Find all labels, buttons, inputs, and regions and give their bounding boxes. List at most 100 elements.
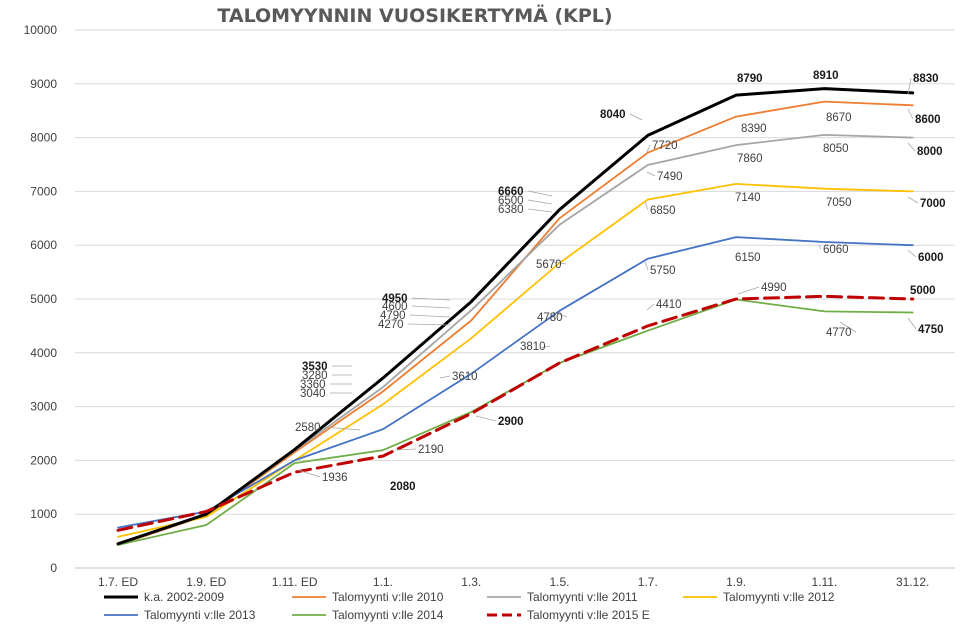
data-label: 8390: [741, 123, 767, 135]
legend: k.a. 2002-2009 Talomyynti v:lle 2010 Talom…: [104, 590, 835, 622]
legend-item-4: Talomyynti v:lle 2013: [104, 608, 256, 622]
data-label: 3810: [520, 341, 546, 353]
data-label: 8600: [915, 114, 941, 126]
data-label: 8000: [917, 146, 943, 158]
y-tick-label: 0: [50, 561, 57, 575]
data-label: 2580: [295, 422, 321, 434]
data-label: 7860: [737, 153, 763, 165]
data-label: 6060: [823, 244, 849, 256]
data-label-leader: [324, 426, 361, 431]
data-label-leader: [907, 196, 919, 204]
data-label: 6660: [498, 186, 524, 198]
x-tick-label: 1.1.: [373, 575, 393, 589]
data-label: 6000: [918, 252, 944, 264]
legend-label: Talomyynti v:lle 2010: [332, 590, 444, 604]
y-tick-label: 8000: [30, 131, 57, 145]
x-tick-label: 1.5.: [549, 575, 569, 589]
data-label-leader: [475, 415, 497, 422]
legend-label: Talomyynti v:lle 2012: [723, 590, 835, 604]
data-label-leader: [439, 375, 451, 379]
data-label-leader: [527, 199, 553, 205]
data-label-leader: [394, 448, 417, 451]
data-label-leader: [646, 171, 656, 177]
data-label: 4750: [918, 324, 944, 336]
data-label: 7140: [735, 192, 761, 204]
data-label: 6500: [498, 195, 524, 207]
data-label: 7720: [652, 140, 678, 152]
data-label-leader: [297, 469, 321, 478]
y-tick-label: 6000: [30, 238, 57, 252]
data-label: 7490: [657, 171, 683, 183]
data-label-leader: [644, 201, 649, 211]
legend-label: k.a. 2002-2009: [144, 590, 224, 604]
data-label: 5000: [910, 285, 936, 297]
series-line-6: [116, 294, 915, 532]
data-label-leader: [737, 286, 760, 295]
x-tick-label: 1.9.: [726, 575, 746, 589]
data-label: 6150: [735, 252, 761, 264]
data-label: 8910: [813, 70, 839, 82]
data-label: 4270: [378, 319, 404, 331]
data-label-leader: [552, 261, 567, 265]
data-label-leader: [644, 261, 649, 271]
y-tick-label: 2000: [30, 453, 57, 467]
data-label-leader: [907, 108, 914, 120]
grid-lines: [75, 29, 955, 515]
data-label: 6850: [650, 205, 676, 217]
data-label-leader: [907, 249, 917, 258]
data-label: 4950: [382, 293, 408, 305]
data-label-leader: [629, 113, 643, 121]
data-label: 6380: [498, 204, 524, 216]
legend-item-2: Talomyynti v:lle 2011: [487, 590, 638, 604]
series-line-4: [117, 236, 914, 529]
data-label-leader: [907, 77, 912, 95]
y-tick-label: 7000: [30, 184, 57, 198]
data-label: 4790: [380, 310, 406, 322]
data-label: 3040: [300, 388, 326, 400]
series-lines: [116, 87, 915, 546]
data-label-leader: [527, 208, 553, 213]
x-tick-label: 1.7.: [638, 575, 658, 589]
data-label: 2900: [498, 416, 524, 428]
y-tick-label: 10000: [24, 23, 58, 37]
data-label-leader: [527, 190, 553, 197]
data-label: 2080: [390, 481, 416, 493]
data-label-leader: [409, 314, 451, 318]
data-label-leader: [907, 142, 916, 152]
data-label: 8670: [826, 112, 852, 124]
legend-item-6: Talomyynti v:lle 2015 E: [487, 608, 650, 622]
data-label: 4990: [761, 282, 787, 294]
data-label: 4770: [826, 327, 852, 339]
x-tick-label: 1.3.: [461, 575, 481, 589]
data-label: 3360: [300, 379, 326, 391]
data-label-leader: [539, 345, 551, 349]
data-label: 4410: [656, 299, 682, 311]
legend-item-1: Talomyynti v:lle 2010: [292, 590, 444, 604]
data-label-leader: [818, 244, 822, 250]
legend-item-5: Talomyynti v:lle 2014: [292, 608, 444, 622]
axes: 0 1000 2000 3000 4000 5000 6000 7000 8000 9000 100…: [24, 23, 955, 589]
legend-item-0: k.a. 2002-2009: [104, 590, 224, 604]
x-tick-label: 1.9. ED: [186, 575, 226, 589]
data-label: 8040: [600, 109, 626, 121]
data-label-leader: [646, 303, 655, 311]
legend-label: Talomyynti v:lle 2013: [144, 608, 256, 622]
x-tick-label: 31.12.: [896, 575, 929, 589]
data-label-leader: [646, 144, 651, 153]
legend-label: Talomyynti v:lle 2011: [527, 590, 638, 604]
data-label: 3280: [302, 370, 328, 382]
y-tick-label: 3000: [30, 400, 57, 414]
data-label: 7000: [920, 198, 946, 210]
data-label-leader: [411, 297, 451, 301]
y-tick-label: 4000: [30, 346, 57, 360]
data-label: 2190: [418, 444, 444, 456]
data-label: 3530: [302, 361, 328, 373]
data-label: 5750: [650, 265, 676, 277]
data-label: 8790: [737, 73, 763, 85]
legend-item-3: Talomyynti v:lle 2012: [683, 590, 835, 604]
legend-label: Talomyynti v:lle 2014: [332, 608, 444, 622]
series-line-0: [116, 87, 915, 546]
y-tick-label: 5000: [30, 292, 57, 306]
